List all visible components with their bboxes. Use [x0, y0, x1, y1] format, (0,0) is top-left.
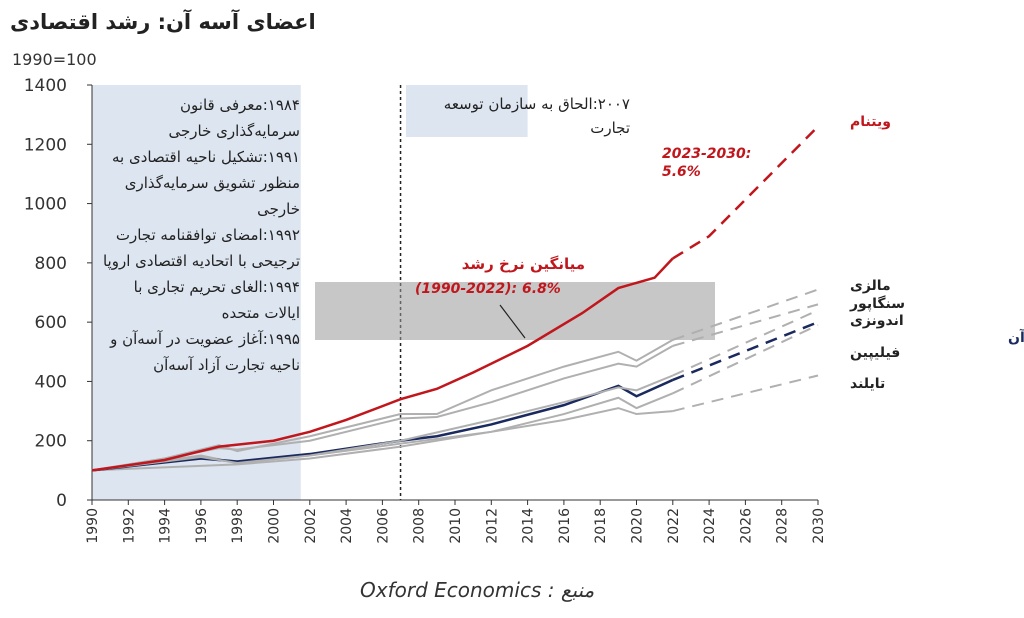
x-tick-label: 2016	[557, 508, 573, 544]
y-tick-label: 400	[35, 372, 67, 392]
y-tick-label: 0	[56, 491, 67, 511]
series-forecast-line	[672, 320, 819, 382]
series-label: سنگاپور	[849, 295, 905, 312]
x-tick-label: 2012	[484, 508, 500, 544]
series-line	[91, 339, 674, 472]
left-annotations: ۱۹۸۴:معرفی قانون سرمایه‌گذاری خارجی ۱۹۹۱…	[100, 92, 300, 378]
series-forecast-line	[672, 374, 819, 413]
source: Oxford Economics : منبع	[360, 578, 595, 602]
series-forecast-line	[672, 324, 819, 395]
x-tick-label: 2008	[412, 508, 428, 544]
series-label: فیلیپین	[850, 345, 900, 361]
x-tick-label: 2018	[593, 508, 609, 544]
forecast-growth-value: 5.6%	[662, 164, 701, 180]
series-line	[91, 257, 674, 472]
chart-title: اعضای آسه آن: رشد اقتصادی	[10, 10, 316, 34]
avg-growth-label: میانگین نرخ رشد	[461, 255, 585, 273]
x-tick-label: 2014	[521, 508, 537, 544]
forecast-growth-label: 2023-2030:	[662, 146, 752, 162]
annotation-2007: ۲۰۰۷:الحاق به سازمان توسعه تجارت	[443, 95, 630, 137]
annotation-1984: ۱۹۸۴:معرفی قانون سرمایه‌گذاری خارجی	[168, 96, 300, 140]
y-tick-label: 1200	[24, 135, 67, 155]
series-label: میانگین کشورهای آسه‌آن	[1008, 328, 1024, 346]
x-tick-label: 1990	[85, 508, 101, 544]
series-label: تایلند	[850, 376, 885, 392]
x-tick-label: 1998	[230, 508, 246, 544]
annotation-1994: ۱۹۹۴:الغای تحریم تجاری با ایالات متحده	[133, 278, 300, 322]
avg-growth-value: (1990-2022): 6.8%	[415, 281, 561, 297]
x-tick-label: 1996	[194, 508, 210, 544]
x-tick-label: 2006	[375, 508, 391, 544]
series-label: مالزی	[850, 278, 891, 294]
watermark-logo	[315, 282, 715, 340]
shaded-period	[92, 85, 301, 500]
series-label: ویتنام	[850, 114, 891, 130]
series-forecast-line	[672, 125, 819, 260]
x-tick-label: 1992	[121, 508, 137, 544]
index-label: 1990=100	[12, 50, 97, 69]
annotation-1995: ۱۹۹۵:آغاز عضویت در آسه‌آن و ناحیه تجارت …	[110, 330, 300, 374]
series-line	[91, 374, 674, 472]
series-label: اندونزی	[850, 313, 904, 329]
series-forecast-line	[672, 309, 819, 377]
x-tick-label: 2000	[267, 508, 283, 544]
y-tick-label: 1400	[24, 76, 67, 96]
x-tick-label: 2022	[666, 508, 682, 544]
x-tick-label: 2030	[811, 508, 827, 544]
series-line	[91, 392, 674, 472]
x-tick-label: 2010	[448, 508, 464, 544]
x-tick-label: 1994	[158, 508, 174, 544]
x-tick-label: 2024	[702, 508, 718, 544]
annotation-1992: ۱۹۹۲:امضای توافقنامه تجارت ترجیحی با اتح…	[102, 226, 300, 270]
y-tick-label: 600	[35, 313, 67, 333]
x-tick-label: 2026	[738, 508, 754, 544]
series-forecast-line	[672, 288, 819, 341]
x-tick-label: 2004	[339, 508, 355, 544]
wto-box	[405, 85, 528, 137]
annotation-1991: ۱۹۹۱:تشکیل ناحیه اقتصادی به منظور تشویق …	[112, 148, 300, 218]
annotation-arrow	[499, 304, 526, 339]
y-tick-label: 200	[35, 432, 67, 452]
series-forecast-line	[672, 303, 819, 347]
x-tick-label: 2002	[303, 508, 319, 544]
x-tick-label: 2020	[630, 508, 646, 544]
x-tick-label: 2028	[775, 508, 791, 544]
y-tick-label: 1000	[24, 195, 67, 215]
y-tick-label: 800	[35, 254, 67, 274]
